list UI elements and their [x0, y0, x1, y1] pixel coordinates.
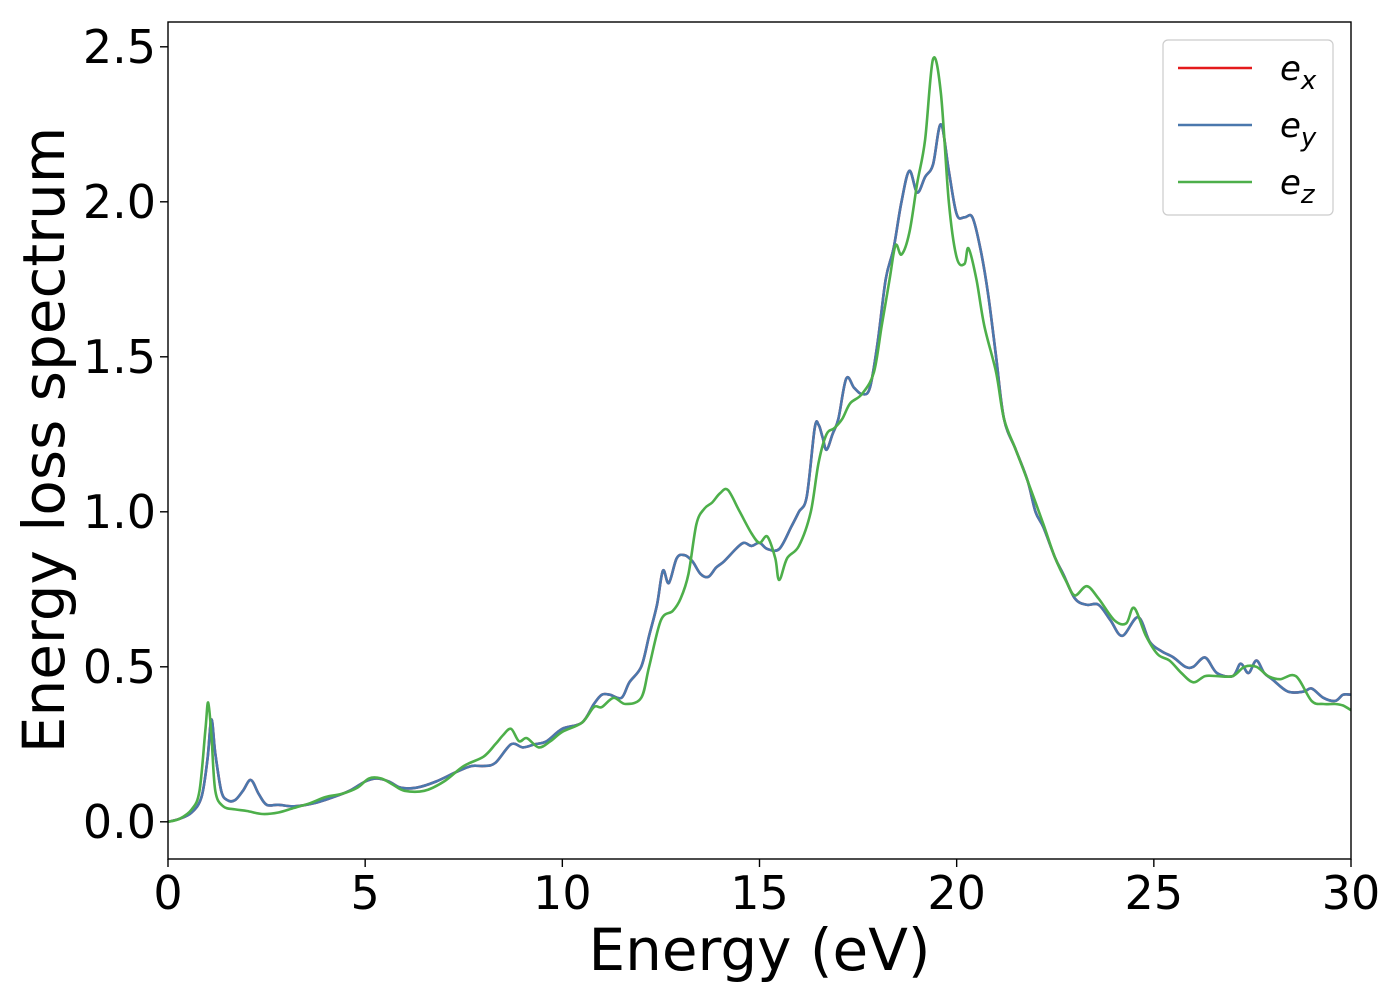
y-tick-label: 2.0 — [83, 175, 156, 229]
y-axis-ticks: 0.0 0.5 1.0 1.5 2.0 2.5 — [83, 20, 168, 849]
x-tick-label: 15 — [730, 866, 789, 920]
legend-label-e-y: ey — [1280, 106, 1317, 153]
x-axis-label: Energy (eV) — [588, 916, 930, 984]
y-tick-label: 0.0 — [83, 795, 156, 849]
x-tick-label: 0 — [153, 866, 182, 920]
x-axis-ticks: 0 5 10 15 20 25 30 — [153, 859, 1380, 920]
legend-box — [1162, 39, 1334, 216]
x-tick-label: 10 — [533, 866, 592, 920]
y-tick-label: 2.5 — [83, 20, 156, 74]
x-tick-label: 20 — [927, 866, 986, 920]
legend: ex ey ez — [1162, 39, 1334, 216]
legend-label-e-z: ez — [1280, 163, 1316, 210]
y-axis-label: Energy loss spectrum — [10, 127, 78, 753]
y-tick-label: 1.0 — [83, 485, 156, 539]
x-tick-label: 25 — [1125, 866, 1184, 920]
y-tick-label: 1.5 — [83, 330, 156, 384]
series-line-e-x — [168, 122, 1351, 824]
y-tick-label: 0.5 — [83, 640, 156, 694]
series-line-e-y — [168, 122, 1351, 824]
x-tick-label: 30 — [1322, 866, 1381, 920]
x-tick-label: 5 — [351, 866, 380, 920]
series-line-e-z — [168, 56, 1351, 824]
legend-label-e-x: ex — [1280, 49, 1317, 96]
series-layer — [168, 56, 1351, 824]
